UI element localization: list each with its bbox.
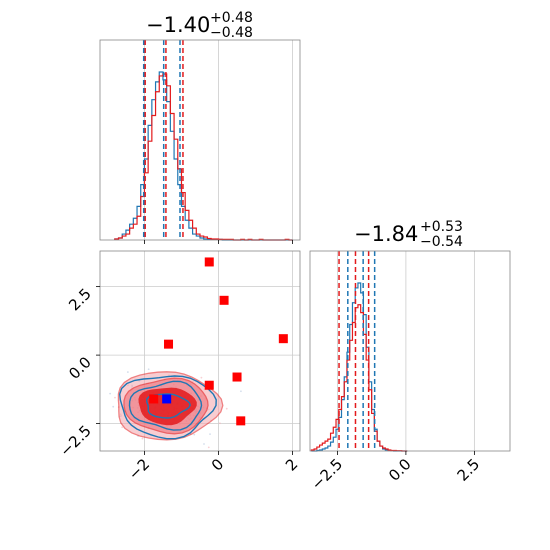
hist-x1-title-value: −1.40 bbox=[146, 13, 210, 37]
sample-point bbox=[147, 368, 150, 371]
hist-x2-title: −1.84 +0.53 −0.54 bbox=[354, 219, 463, 250]
sample-point bbox=[141, 437, 144, 440]
scatter-frame bbox=[99, 250, 301, 452]
sample-point bbox=[207, 446, 210, 449]
hist-x2-grid bbox=[336, 251, 475, 451]
hist-x1-title: −1.40 +0.48 −0.48 bbox=[146, 10, 253, 41]
x1-tick-label: −2 bbox=[125, 455, 153, 483]
y-tick-label: −2.5 bbox=[56, 422, 94, 460]
scatter-panel bbox=[95, 250, 301, 452]
x2-tick-labels: −2.5 0.0 2.5 bbox=[308, 455, 483, 493]
sample-point bbox=[203, 443, 205, 445]
hist-x1-quantiles bbox=[142, 40, 184, 240]
x2-tick-label: 2.5 bbox=[454, 455, 484, 485]
marker-blue-square bbox=[162, 394, 172, 404]
marker-red-square bbox=[164, 339, 174, 349]
sample-point bbox=[240, 390, 242, 393]
contour-blue-mid bbox=[128, 380, 203, 431]
x1-tick-label: 2 bbox=[282, 455, 301, 474]
hist-x2-title-lower: −0.54 bbox=[420, 234, 463, 250]
sample-point bbox=[112, 405, 115, 408]
hist-x1-title-upper: +0.48 bbox=[210, 10, 253, 26]
hist-x2-title-value: −1.84 bbox=[354, 222, 418, 246]
y-tick-labels: 2.5 0.0 −2.5 bbox=[56, 285, 94, 460]
marker-red-square bbox=[219, 295, 229, 305]
hist-x1-panel: −1.40 +0.48 −0.48 bbox=[99, 10, 301, 241]
scatter-markers bbox=[149, 257, 288, 426]
x2-tick-label: −2.5 bbox=[308, 455, 346, 493]
hist-x1-frame bbox=[99, 39, 301, 241]
sample-point bbox=[209, 433, 211, 436]
y-tick-label: 0.0 bbox=[65, 353, 95, 383]
marker-red-square bbox=[236, 416, 246, 426]
sample-point bbox=[114, 396, 116, 399]
hist-x2-title-upper: +0.53 bbox=[420, 219, 463, 235]
contour-blue-outer bbox=[118, 375, 217, 440]
hist-series-blue bbox=[311, 282, 408, 452]
sample-point bbox=[200, 376, 203, 379]
x2-tick-label: 0.0 bbox=[385, 455, 415, 485]
scatter-density bbox=[95, 368, 242, 449]
x1-tick-labels: −2 0 2 bbox=[125, 455, 302, 483]
sample-point bbox=[225, 407, 228, 410]
hist-x1-series bbox=[114, 71, 293, 241]
hist-series-red bbox=[114, 73, 293, 241]
sample-point bbox=[219, 422, 221, 425]
x1-tick-label: 0 bbox=[208, 455, 227, 474]
sample-point bbox=[126, 371, 129, 373]
hist-series-blue bbox=[114, 71, 293, 241]
contour-blue-inner bbox=[145, 393, 191, 419]
hist-x2-frame bbox=[309, 250, 511, 452]
sample-point bbox=[95, 416, 97, 418]
hist-series-red bbox=[310, 304, 408, 452]
hist-x2-series bbox=[310, 282, 408, 452]
axis-ticks bbox=[96, 240, 475, 455]
hist-x2-panel: −1.84 +0.53 −0.54 bbox=[309, 219, 511, 452]
marker-red-square bbox=[204, 380, 214, 390]
hist-x1-title-lower: −0.48 bbox=[210, 25, 253, 41]
sample-point bbox=[193, 433, 196, 436]
y-tick-label: 2.5 bbox=[65, 285, 95, 315]
hist-x2-quantiles bbox=[338, 251, 376, 451]
marker-red-square bbox=[232, 372, 242, 382]
marker-red-square bbox=[149, 394, 159, 404]
sample-point bbox=[121, 426, 124, 429]
marker-red-square bbox=[278, 334, 288, 344]
sample-point bbox=[109, 392, 112, 395]
marker-red-square bbox=[204, 257, 214, 267]
